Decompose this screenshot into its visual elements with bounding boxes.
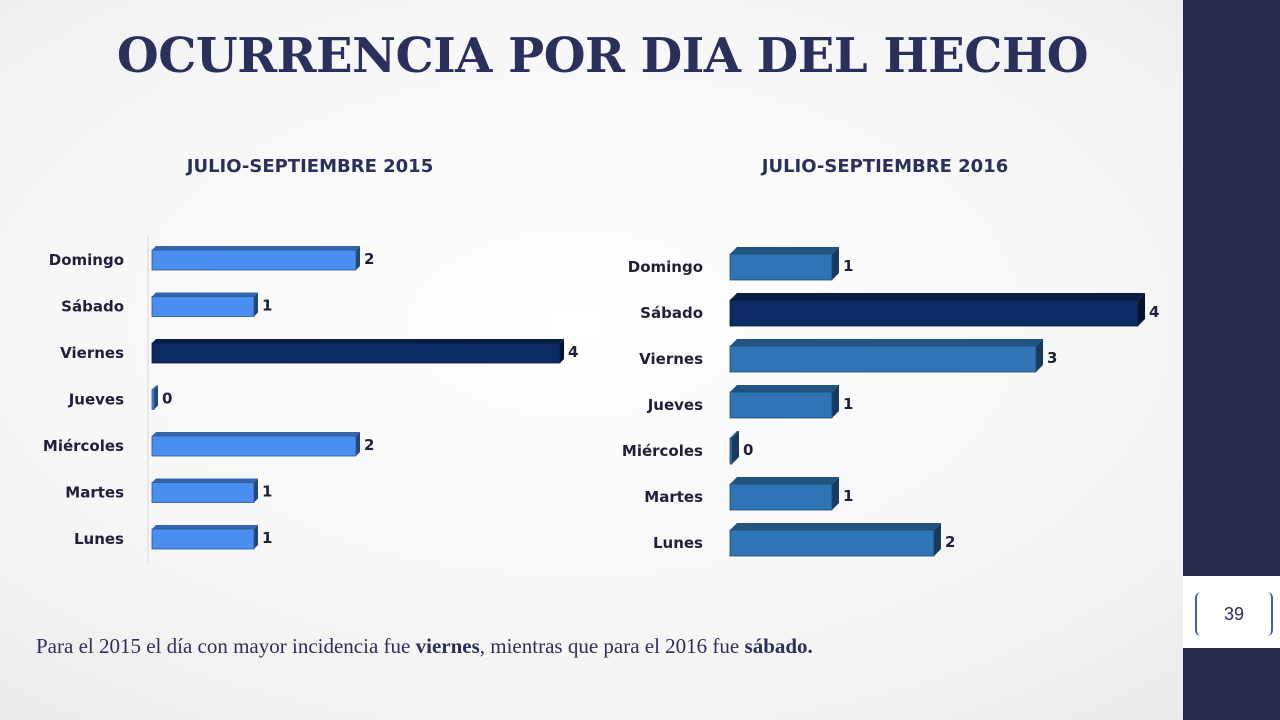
caption: Para el 2015 el día con mayor incidencia… xyxy=(36,634,1176,659)
chart-2016-value-label: 1 xyxy=(843,395,853,413)
bar-chart-2015: Domingo 2 Sábado 1 Viernes 4 Jueves 0 Miércoles 2… xyxy=(43,236,578,563)
slide-title: OCURRENCIA POR DIA DEL HECHO xyxy=(116,28,1089,84)
chart-2016-value-label: 2 xyxy=(945,533,955,551)
chart-2015-category-label: Viernes xyxy=(60,344,124,362)
chart-2015-value-label: 2 xyxy=(364,436,374,454)
page-number: 39 xyxy=(1195,592,1273,636)
chart-2016-category-label: Miércoles xyxy=(622,442,703,460)
chart-2016-value-label: 0 xyxy=(743,441,753,459)
bar-chart-2016: Domingo 1 Sábado 4 Viernes 3 Jueves 1 Miércoles 0… xyxy=(622,247,1159,557)
chart-2016-value-label: 4 xyxy=(1149,303,1159,321)
chart-2016-bar-domingo xyxy=(729,247,839,281)
chart-2015-value-label: 1 xyxy=(262,483,272,501)
chart-2016-category-label: Viernes xyxy=(639,350,703,368)
chart-2015-value-label: 0 xyxy=(162,390,172,408)
chart-2015-category-label: Jueves xyxy=(68,391,124,409)
chart-2016-category-label: Martes xyxy=(644,488,703,506)
caption-text-1: Para el 2015 el día con mayor incidencia… xyxy=(36,634,416,658)
chart-2015-category-label: Sábado xyxy=(61,298,124,316)
chart-2016-category-label: Jueves xyxy=(647,396,703,414)
chart-2016-value-label: 3 xyxy=(1047,349,1057,367)
chart-2016-bar-sábado xyxy=(729,293,1145,327)
chart-2015-value-label: 2 xyxy=(364,250,374,268)
chart-2015-category-label: Domingo xyxy=(49,251,124,269)
chart-2016-bar-lunes xyxy=(729,523,941,557)
chart-2015-bar-viernes xyxy=(151,339,564,364)
page-number-box xyxy=(1183,576,1280,648)
chart-2016-category-label: Domingo xyxy=(628,258,703,276)
chart-2015-value-label: 1 xyxy=(262,297,272,315)
chart-2015-category-label: Lunes xyxy=(74,530,124,548)
chart-2015-value-label: 4 xyxy=(568,343,578,361)
chart-2015-category-label: Miércoles xyxy=(43,437,124,455)
chart-2016-bar-martes xyxy=(729,477,839,511)
chart-2015-bar-sábado xyxy=(151,292,258,317)
chart-2016-value-label: 1 xyxy=(843,257,853,275)
chart-2015-bar-lunes xyxy=(151,525,258,550)
chart-2015-bar-domingo xyxy=(151,246,360,271)
chart-2016-bar-viernes xyxy=(729,339,1043,373)
chart-2015-bar-jueves xyxy=(151,385,158,410)
chart-2016-category-label: Lunes xyxy=(653,534,703,552)
chart-2016-category-label: Sábado xyxy=(640,304,703,322)
chart-2015-bar-miércoles xyxy=(151,432,360,457)
caption-bold-1: viernes xyxy=(415,634,480,658)
caption-bold-2: sábado. xyxy=(744,634,813,658)
chart-title-2015: JULIO-SEPTIEMBRE 2015 xyxy=(186,156,434,177)
chart-2016-bar-jueves xyxy=(729,385,839,419)
chart-2016-bar-miércoles xyxy=(729,431,739,465)
chart-title-2016: JULIO-SEPTIEMBRE 2016 xyxy=(761,156,1009,177)
chart-2015-value-label: 1 xyxy=(262,529,272,547)
chart-2015-bar-martes xyxy=(151,478,258,503)
chart-2016-value-label: 1 xyxy=(843,487,853,505)
chart-2015-category-label: Martes xyxy=(65,484,124,502)
caption-text-2: , mientras que para el 2016 fue xyxy=(479,634,745,658)
